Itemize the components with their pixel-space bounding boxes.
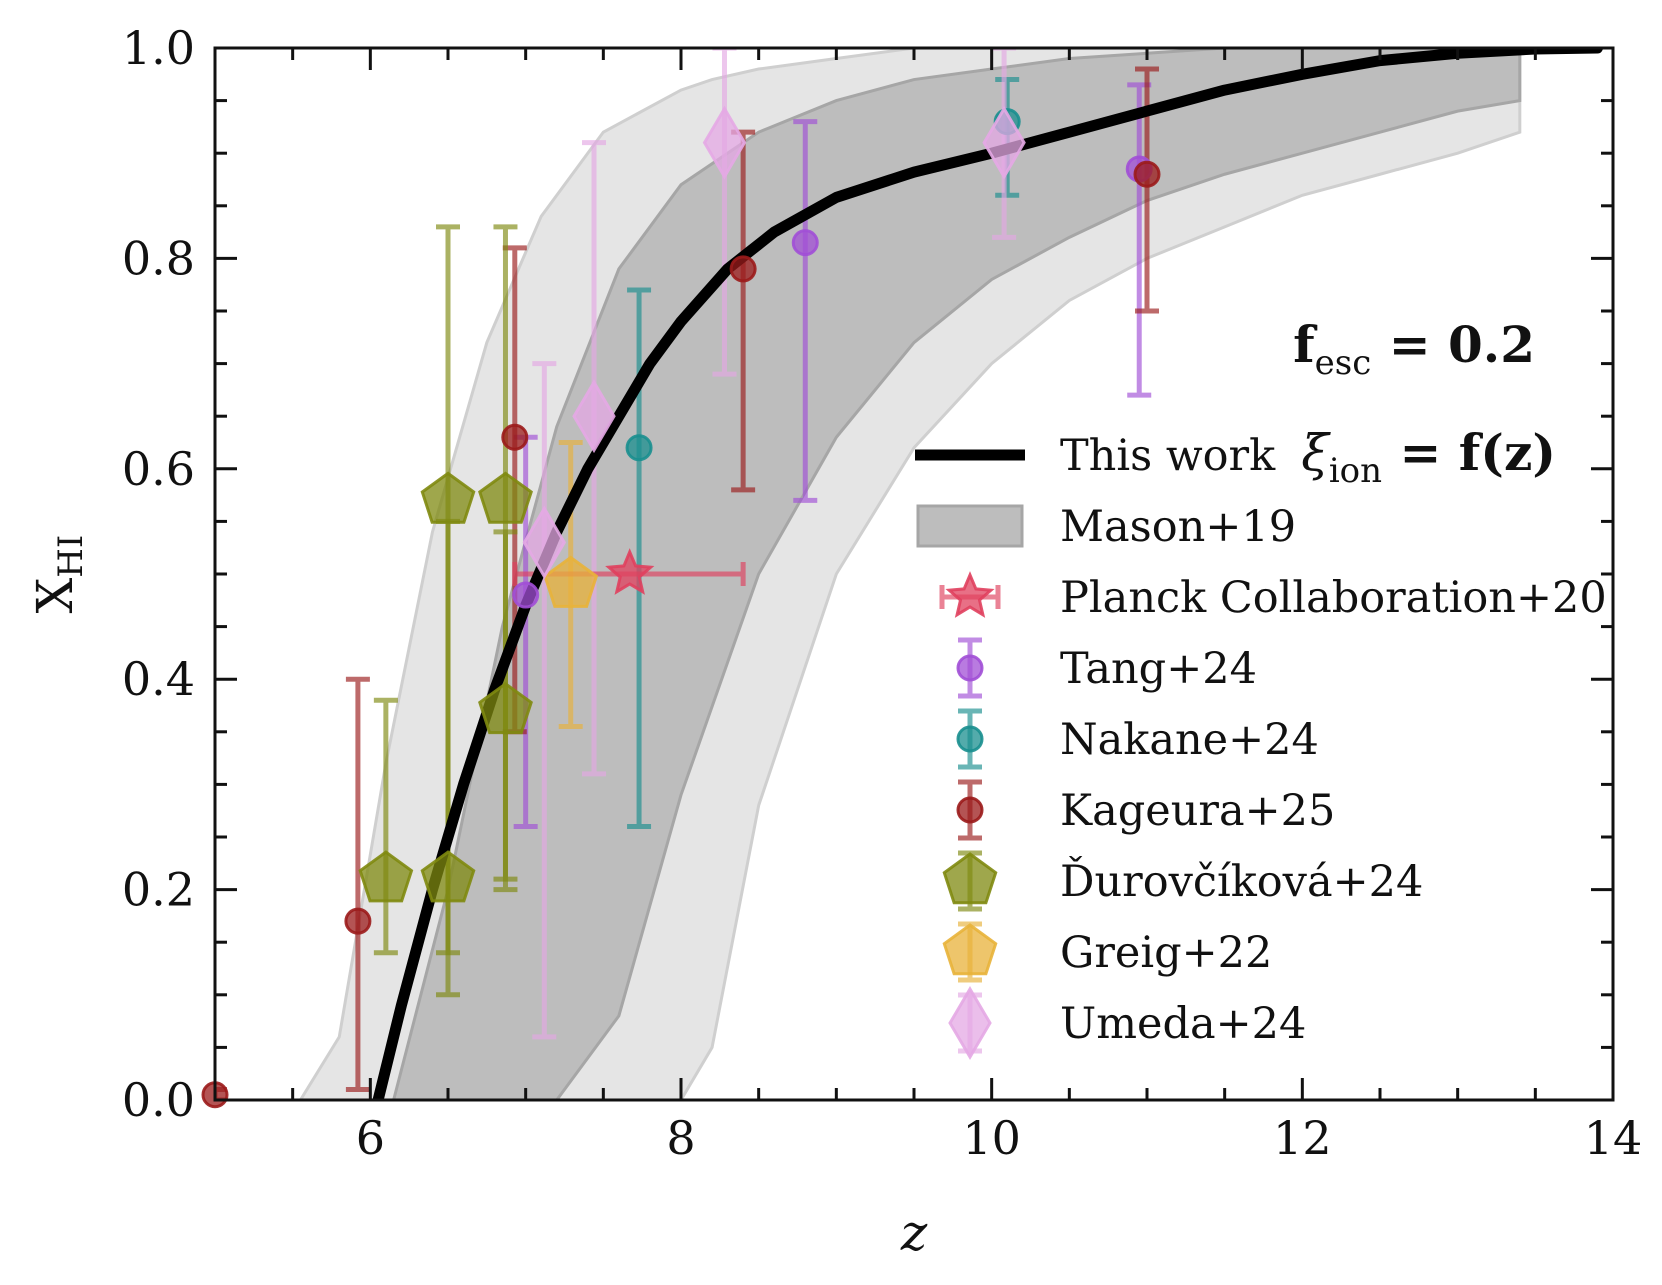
y-tick-label: 0.4 bbox=[122, 652, 195, 706]
data-point-diamond bbox=[982, 105, 1026, 180]
plot-frame bbox=[213, 46, 1615, 1102]
legend-label: Umeda+24 bbox=[1060, 999, 1306, 1049]
x-tick-label: 6 bbox=[356, 1111, 385, 1165]
y-tick-label: 1.0 bbox=[122, 21, 195, 75]
y-axis-label-sub: HI bbox=[51, 535, 91, 578]
legend-label: Tang+24 bbox=[1060, 644, 1257, 694]
xi-rest: = f(z) bbox=[1382, 423, 1556, 482]
legend-marker-circle bbox=[956, 725, 984, 753]
data-point-pentagon bbox=[358, 850, 414, 903]
legend-label: Planck Collaboration+20 bbox=[1060, 573, 1607, 623]
data-point-pentagon bbox=[478, 681, 533, 735]
legend-marker-star bbox=[945, 571, 995, 618]
tick-labels: 6 8 10 12 14 0.0 0.2 0.4 0.6 0.8 1.0 bbox=[122, 21, 1642, 1165]
y-tick-label: 0.6 bbox=[122, 442, 195, 496]
legend-marker-pentagon bbox=[942, 923, 998, 976]
annotation-fesc: fesc = 0.2 bbox=[1293, 315, 1535, 383]
data-point-diamond bbox=[522, 505, 567, 580]
legend-label: Kageura+25 bbox=[1060, 786, 1335, 836]
legend-label: Nakane+24 bbox=[1060, 715, 1319, 765]
x-tick-label: 8 bbox=[666, 1111, 695, 1165]
y-tick-label: 0.8 bbox=[122, 231, 195, 285]
legend-item: Mason+19 bbox=[916, 502, 1296, 552]
data-point-pentagon bbox=[420, 471, 476, 524]
xi-base: ξ bbox=[1301, 424, 1331, 482]
y-tick-label: 0.0 bbox=[122, 1073, 195, 1127]
legend-item: Tang+24 bbox=[956, 637, 1257, 699]
legend-item: Planck Collaboration+20 bbox=[939, 571, 1607, 623]
data-point-circle bbox=[791, 229, 819, 257]
errorbar bbox=[793, 119, 818, 503]
data-point-diamond bbox=[702, 105, 747, 180]
x-tick-label: 10 bbox=[962, 1111, 1021, 1165]
data-point-circle bbox=[344, 907, 372, 935]
data-point-diamond bbox=[572, 379, 616, 454]
data-point-star bbox=[605, 548, 655, 595]
data-markers bbox=[201, 105, 1161, 1109]
errorbar bbox=[712, 48, 737, 377]
x-tick-label: 12 bbox=[1273, 1111, 1332, 1165]
legend-marker-pentagon bbox=[942, 852, 998, 905]
data-point-circle bbox=[501, 423, 529, 451]
legend-item: This work bbox=[915, 431, 1276, 481]
data-point-circle bbox=[729, 255, 757, 283]
data-point-pentagon bbox=[420, 850, 476, 903]
y-tick-label: 0.2 bbox=[122, 863, 195, 917]
data-point-circle bbox=[625, 434, 653, 462]
axis-ticks bbox=[213, 46, 1615, 1102]
fesc-base: f bbox=[1293, 315, 1318, 374]
legend-label: Greig+22 bbox=[1060, 928, 1272, 978]
legend-label: Ďurovčíková+24 bbox=[1060, 856, 1423, 907]
legend-marker-circle bbox=[956, 654, 984, 682]
xi-sub: ion bbox=[1329, 451, 1382, 491]
data-point-pentagon bbox=[543, 555, 599, 608]
legend-item: Ďurovčíková+24 bbox=[942, 850, 1423, 912]
errorbar bbox=[532, 361, 557, 1040]
legend-item: Umeda+24 bbox=[948, 986, 1306, 1060]
fesc-sub: esc bbox=[1315, 343, 1372, 383]
legend-marker-circle bbox=[956, 796, 984, 824]
legend-item: Kageura+25 bbox=[956, 779, 1335, 841]
legend-item: Nakane+24 bbox=[956, 708, 1319, 770]
annotation-xi: ξion = f(z) bbox=[1301, 423, 1556, 491]
legend-item: Greig+22 bbox=[942, 921, 1272, 983]
legend-marker-diamond bbox=[948, 986, 992, 1060]
data-point-circle bbox=[1133, 160, 1161, 188]
errorbar bbox=[345, 676, 370, 1092]
data-point-pentagon bbox=[478, 471, 533, 524]
errorbar bbox=[373, 697, 398, 956]
legend-label: This work bbox=[1060, 431, 1276, 481]
data-point-circle bbox=[512, 581, 540, 609]
y-axis-label: XHI bbox=[26, 535, 91, 614]
x-tick-label: 14 bbox=[1584, 1111, 1643, 1165]
fesc-rest: = 0.2 bbox=[1371, 315, 1535, 374]
legend: This work Mason+19 Planck Collaboration+20… bbox=[915, 431, 1607, 1060]
x-axis-label: z bbox=[900, 1204, 928, 1262]
legend-handle-mason19 bbox=[916, 504, 1024, 548]
legend-label: Mason+19 bbox=[1060, 502, 1296, 552]
y-axis-label-main: X bbox=[26, 577, 84, 613]
